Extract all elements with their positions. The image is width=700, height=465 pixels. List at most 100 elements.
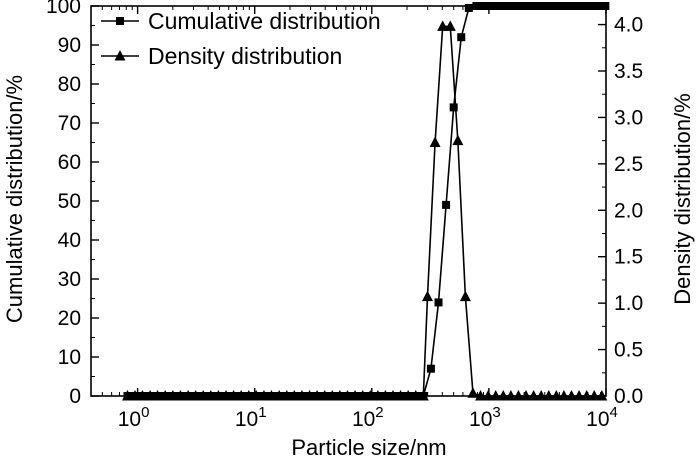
data-point-square bbox=[449, 103, 458, 112]
legend-triangle-marker bbox=[114, 50, 126, 61]
data-point-square bbox=[457, 33, 466, 42]
data-point-triangle bbox=[395, 390, 407, 401]
data-point-triangle bbox=[528, 390, 540, 401]
data-point-square bbox=[555, 2, 564, 10]
data-point-square bbox=[472, 2, 481, 10]
y-right-tick-label: 2.0 bbox=[614, 199, 643, 222]
y-left-tick-label: 10 bbox=[58, 346, 81, 369]
data-point-triangle bbox=[197, 390, 209, 401]
data-point-triangle bbox=[220, 390, 232, 401]
y-right-tick-label: 0.5 bbox=[614, 339, 643, 362]
series bbox=[122, 2, 610, 401]
data-point-square bbox=[586, 2, 595, 10]
data-point-triangle bbox=[273, 390, 285, 401]
data-point-square bbox=[464, 3, 473, 12]
data-point-triangle bbox=[543, 390, 555, 401]
y-left-tick-label: 70 bbox=[58, 112, 81, 135]
data-point-triangle bbox=[152, 390, 164, 401]
data-point-triangle bbox=[288, 390, 300, 401]
data-point-square bbox=[480, 2, 489, 10]
y-left-tick-label: 30 bbox=[58, 268, 81, 291]
data-point-triangle bbox=[558, 390, 570, 401]
data-point-triangle bbox=[258, 390, 270, 401]
data-point-square bbox=[487, 2, 496, 10]
data-point-triangle bbox=[341, 390, 353, 401]
data-point-triangle bbox=[520, 390, 532, 401]
data-point-triangle bbox=[250, 390, 262, 401]
data-point-square bbox=[540, 2, 549, 10]
data-point-triangle bbox=[205, 390, 217, 401]
data-point-square bbox=[578, 2, 587, 10]
data-point-triangle bbox=[228, 390, 240, 401]
data-point-square bbox=[525, 2, 534, 10]
data-point-square bbox=[548, 2, 557, 10]
data-point-triangle bbox=[243, 390, 255, 401]
series-line bbox=[127, 25, 602, 397]
data-point-triangle bbox=[372, 390, 384, 401]
data-point-triangle bbox=[319, 390, 331, 401]
y-left-tick-label: 80 bbox=[58, 73, 81, 96]
data-point-square bbox=[571, 2, 580, 10]
data-point-triangle bbox=[490, 390, 502, 401]
data-point-triangle bbox=[349, 390, 361, 401]
data-point-triangle bbox=[444, 20, 456, 31]
data-point-triangle bbox=[410, 390, 422, 401]
x-tick-label: 102 bbox=[352, 404, 384, 431]
data-point-triangle bbox=[364, 390, 376, 401]
data-point-triangle bbox=[167, 390, 179, 401]
data-point-triangle bbox=[588, 390, 600, 401]
legend-label: Cumulative distribution bbox=[148, 8, 381, 34]
x-axis-title: Particle size/nm bbox=[291, 435, 446, 460]
data-point-triangle bbox=[505, 390, 517, 401]
data-point-triangle bbox=[417, 390, 429, 401]
data-point-triangle bbox=[281, 390, 293, 401]
data-point-triangle bbox=[136, 390, 148, 401]
y-right-tick-label: 4.0 bbox=[614, 14, 643, 37]
data-point-triangle bbox=[459, 290, 471, 302]
legend: Cumulative distribution Density distribut… bbox=[101, 8, 381, 69]
data-point-triangle bbox=[402, 390, 414, 401]
data-point-triangle bbox=[129, 390, 141, 401]
data-point-triangle bbox=[235, 390, 247, 401]
data-point-triangle bbox=[387, 390, 399, 401]
data-point-triangle bbox=[311, 390, 323, 401]
legend-square-marker bbox=[116, 17, 124, 25]
data-point-square bbox=[502, 2, 511, 10]
data-point-triangle bbox=[475, 390, 487, 401]
data-point-triangle bbox=[581, 390, 593, 401]
data-point-triangle bbox=[174, 390, 186, 401]
y-right-tick-label: 3.0 bbox=[614, 106, 643, 129]
data-point-triangle bbox=[379, 390, 391, 401]
data-point-triangle bbox=[304, 390, 316, 401]
data-point-triangle bbox=[296, 390, 308, 401]
y-right-tick-label: 1.0 bbox=[614, 292, 643, 315]
data-point-square bbox=[495, 2, 504, 10]
data-point-square bbox=[434, 298, 443, 307]
y-left-tick-label: 60 bbox=[58, 151, 81, 174]
data-point-triangle bbox=[429, 136, 441, 147]
data-point-square bbox=[426, 364, 435, 373]
y-axis-right-title: Density distribution/% bbox=[670, 93, 695, 305]
data-point-triangle bbox=[467, 387, 479, 398]
data-point-triangle bbox=[190, 390, 202, 401]
data-point-triangle bbox=[357, 390, 369, 401]
data-point-triangle bbox=[550, 390, 562, 401]
data-point-triangle bbox=[422, 290, 434, 302]
data-point-square bbox=[533, 2, 542, 10]
data-point-square bbox=[593, 2, 602, 10]
legend-label: Density distribution bbox=[148, 43, 342, 69]
x-tick-label: 104 bbox=[586, 404, 618, 431]
data-point-triangle bbox=[437, 20, 449, 31]
x-tick-label: 100 bbox=[118, 404, 150, 431]
data-point-square bbox=[442, 200, 451, 209]
data-point-square bbox=[563, 2, 572, 10]
data-point-triangle bbox=[566, 390, 578, 401]
data-point-triangle bbox=[326, 390, 338, 401]
data-point-triangle bbox=[159, 390, 171, 401]
data-point-triangle bbox=[182, 390, 194, 401]
data-point-triangle bbox=[497, 390, 509, 401]
y-left-tick-label: 90 bbox=[58, 34, 81, 57]
data-point-triangle bbox=[596, 390, 608, 401]
